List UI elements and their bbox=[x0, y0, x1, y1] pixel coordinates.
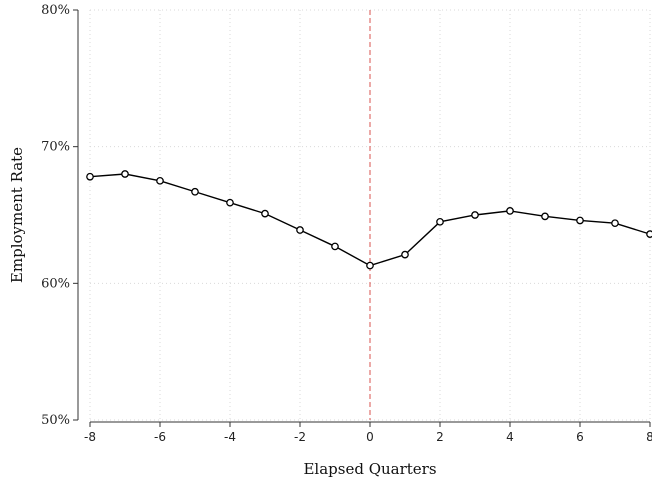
data-point bbox=[541, 212, 549, 221]
data-point bbox=[401, 250, 409, 259]
x-tick-label: 6 bbox=[576, 430, 584, 444]
x-tick-label: -2 bbox=[294, 430, 306, 444]
x-tick-label: 2 bbox=[436, 430, 444, 444]
y-tick-label: 80% bbox=[41, 3, 70, 18]
x-tick-label: 4 bbox=[506, 430, 514, 444]
axes: -8 -6 -4 -2 0 2 4 6 8 50% 60% 70% 80% bbox=[41, 3, 652, 444]
x-tick-label: 8 bbox=[646, 430, 652, 444]
data-point bbox=[156, 176, 164, 185]
x-tick-label: 0 bbox=[366, 430, 374, 444]
y-axis-title: Employment Rate bbox=[8, 147, 26, 283]
data-point bbox=[576, 216, 584, 225]
data-point bbox=[436, 217, 444, 226]
data-point bbox=[611, 219, 619, 228]
y-tick-label: 60% bbox=[41, 276, 70, 291]
data-point bbox=[506, 207, 514, 215]
data-point bbox=[121, 170, 129, 178]
data-point bbox=[86, 172, 94, 181]
data-point bbox=[296, 226, 304, 234]
y-tick-label: 50% bbox=[41, 413, 70, 428]
x-axis-title: Elapsed Quarters bbox=[303, 460, 436, 478]
data-point bbox=[331, 242, 339, 251]
data-point bbox=[646, 230, 652, 238]
data-point bbox=[471, 211, 479, 219]
x-tick-label: -8 bbox=[84, 430, 96, 444]
data-point bbox=[191, 187, 199, 196]
plot-area bbox=[86, 170, 652, 270]
data-point bbox=[261, 209, 269, 218]
x-tick-label: -4 bbox=[224, 430, 236, 444]
data-point bbox=[366, 261, 374, 270]
y-tick-label: 70% bbox=[41, 140, 70, 155]
data-point bbox=[226, 198, 234, 207]
x-tick-label: -6 bbox=[154, 430, 166, 444]
